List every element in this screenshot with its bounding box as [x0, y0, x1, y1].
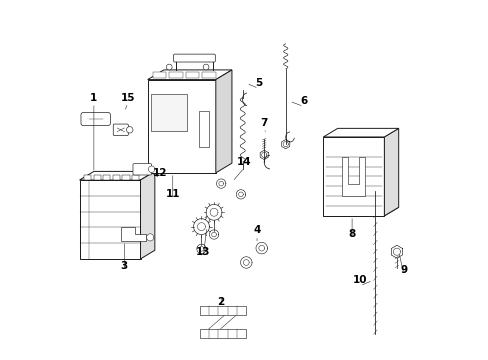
Bar: [323, 137, 384, 216]
Bar: [94, 175, 101, 180]
Text: 12: 12: [153, 168, 167, 178]
Bar: [147, 80, 215, 173]
Text: 3: 3: [121, 261, 128, 271]
Bar: [199, 329, 246, 338]
Text: 4: 4: [253, 225, 260, 235]
Bar: [152, 72, 165, 78]
Polygon shape: [215, 70, 231, 173]
Text: 9: 9: [400, 265, 407, 275]
Circle shape: [203, 64, 208, 70]
Polygon shape: [140, 171, 155, 259]
Circle shape: [126, 127, 133, 133]
Text: 1: 1: [90, 93, 97, 103]
Text: 5: 5: [255, 78, 262, 88]
Text: 10: 10: [352, 275, 366, 285]
Text: 14: 14: [237, 157, 251, 167]
Text: 6: 6: [300, 96, 306, 106]
Text: 7: 7: [260, 118, 267, 128]
Bar: [84, 175, 91, 180]
Polygon shape: [323, 129, 398, 137]
Polygon shape: [384, 129, 398, 216]
Text: 15: 15: [121, 93, 135, 103]
Text: 11: 11: [165, 189, 180, 199]
FancyBboxPatch shape: [173, 54, 215, 62]
Circle shape: [146, 234, 153, 241]
Bar: [198, 111, 208, 147]
Polygon shape: [121, 226, 145, 241]
Polygon shape: [80, 171, 155, 180]
Bar: [185, 72, 199, 78]
FancyBboxPatch shape: [133, 163, 151, 175]
Bar: [151, 94, 186, 131]
Polygon shape: [323, 207, 398, 216]
Bar: [199, 306, 246, 315]
Circle shape: [148, 166, 155, 172]
Bar: [169, 72, 182, 78]
FancyBboxPatch shape: [113, 124, 128, 135]
Bar: [202, 72, 215, 78]
Polygon shape: [147, 70, 231, 80]
Circle shape: [166, 64, 172, 70]
Bar: [122, 175, 129, 180]
Bar: [103, 175, 110, 180]
Text: 8: 8: [348, 229, 355, 239]
Text: 2: 2: [217, 297, 224, 307]
Polygon shape: [341, 157, 364, 196]
FancyBboxPatch shape: [81, 113, 110, 126]
Bar: [132, 175, 139, 180]
Text: 13: 13: [196, 247, 210, 257]
Bar: [113, 175, 120, 180]
Bar: [80, 180, 140, 259]
